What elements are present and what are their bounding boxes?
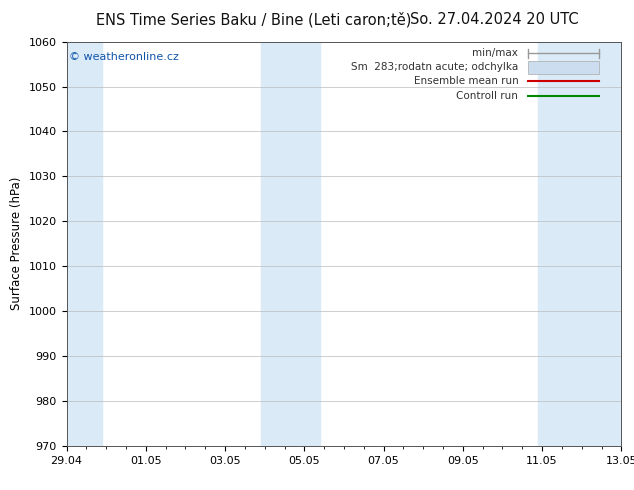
Bar: [538, 42, 621, 446]
Y-axis label: Surface Pressure (hPa): Surface Pressure (hPa): [10, 177, 23, 311]
Bar: [261, 42, 320, 446]
Text: Controll run: Controll run: [456, 91, 518, 100]
Text: min/max: min/max: [472, 49, 518, 58]
Text: So. 27.04.2024 20 UTC: So. 27.04.2024 20 UTC: [410, 12, 579, 27]
Bar: [67, 42, 102, 446]
Text: © weatheronline.cz: © weatheronline.cz: [69, 52, 179, 62]
Text: Sm  283;rodatn acute; odchylka: Sm 283;rodatn acute; odchylka: [351, 62, 518, 73]
Text: Ensemble mean run: Ensemble mean run: [413, 76, 518, 87]
Bar: [527, 61, 599, 74]
Text: ENS Time Series Baku / Bine (Leti caron;tě): ENS Time Series Baku / Bine (Leti caron;…: [96, 12, 411, 28]
